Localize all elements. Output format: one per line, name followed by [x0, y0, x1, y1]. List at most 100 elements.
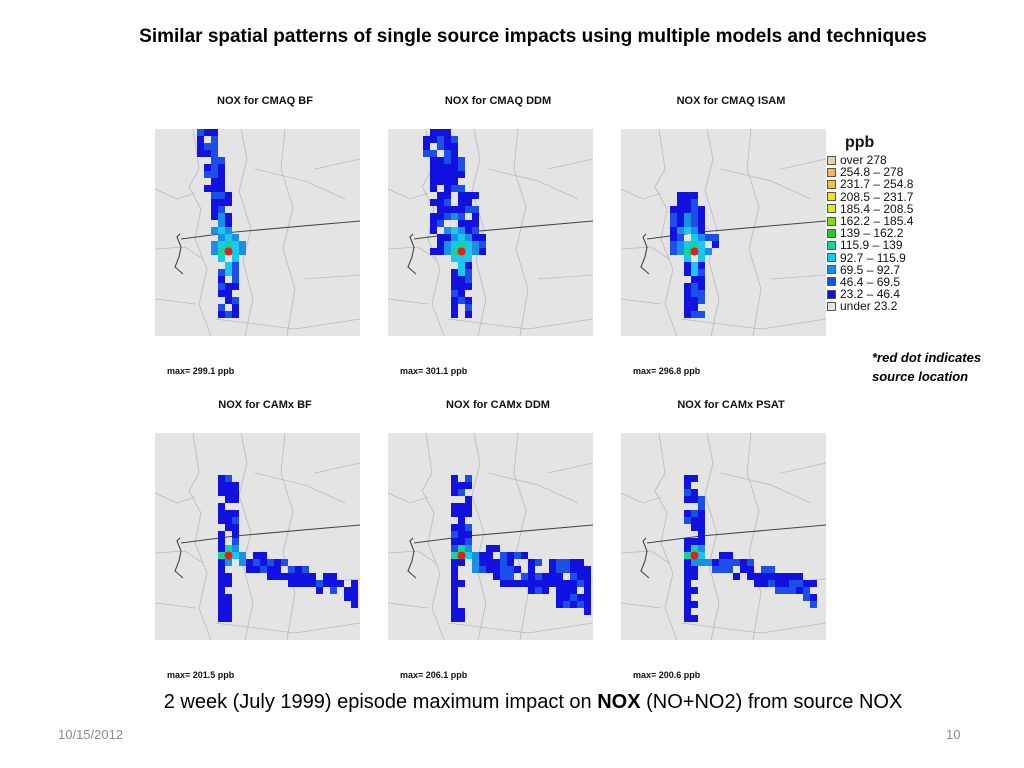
- plume-cell: [232, 510, 239, 517]
- plume-cell: [430, 220, 437, 227]
- source-dot: [690, 247, 699, 256]
- plume-cell: [437, 143, 444, 150]
- plume-cell: [691, 290, 698, 297]
- plume-cell: [451, 482, 458, 489]
- plume-cell: [451, 283, 458, 290]
- county-boundary: [746, 433, 762, 641]
- plume-cell: [437, 248, 444, 255]
- plume-cell: [768, 573, 775, 580]
- plume-cell: [684, 559, 691, 566]
- plume-cell: [225, 192, 232, 199]
- plume-cell: [232, 524, 239, 531]
- plume-cell: [458, 559, 465, 566]
- map-area: [621, 433, 827, 641]
- plume-cell: [698, 227, 705, 234]
- plume-cell: [218, 566, 225, 573]
- plume-cell: [726, 552, 733, 559]
- plume-cell: [218, 283, 225, 290]
- note-line-1: *red dot indicates: [872, 350, 982, 365]
- plume-cell: [204, 164, 211, 171]
- plume-cell: [430, 150, 437, 157]
- plume-cell: [698, 269, 705, 276]
- plume-cell: [712, 559, 719, 566]
- plume-cell: [253, 559, 260, 566]
- plume-cell: [218, 503, 225, 510]
- county-boundary: [680, 318, 827, 330]
- plume-cell: [451, 276, 458, 283]
- plume-cell: [584, 580, 591, 587]
- plume-cell: [239, 248, 246, 255]
- plume-cell: [698, 538, 705, 545]
- plume-cell: [747, 559, 754, 566]
- plume-cell: [232, 489, 239, 496]
- plume-cell: [684, 241, 691, 248]
- county-boundary: [770, 274, 827, 280]
- legend-swatch: [827, 265, 836, 275]
- plume-cell: [458, 510, 465, 517]
- plume-cell: [281, 559, 288, 566]
- plume-cell: [232, 482, 239, 489]
- legend-item: 139 – 162.2: [827, 226, 947, 240]
- panel-max-label: max= 201.5 ppb: [167, 670, 235, 680]
- plume-cell: [521, 580, 528, 587]
- plume-cell: [733, 573, 740, 580]
- plume-cell: [691, 311, 698, 318]
- county-boundary: [155, 298, 196, 305]
- plume-cell: [670, 241, 677, 248]
- plume-cell: [577, 601, 584, 608]
- county-boundary: [155, 492, 196, 504]
- county-boundary: [214, 318, 361, 330]
- legend-swatch: [827, 192, 836, 202]
- plume-cell: [225, 510, 232, 517]
- county-boundary: [214, 622, 361, 634]
- legend-swatch: [827, 204, 836, 214]
- county-boundary: [720, 472, 812, 504]
- plume-cell: [218, 475, 225, 482]
- plume-cell: [225, 517, 232, 524]
- plume-cell: [458, 213, 465, 220]
- plume-cell: [691, 220, 698, 227]
- plume-cell: [691, 283, 698, 290]
- page-number: 10: [946, 727, 961, 742]
- plume-cell: [726, 559, 733, 566]
- plume-cell: [563, 594, 570, 601]
- plume-cell: [430, 248, 437, 255]
- plume-cell: [451, 580, 458, 587]
- plume-cell: [563, 580, 570, 587]
- map-background: [621, 129, 826, 336]
- plume-cell: [458, 206, 465, 213]
- plume-cell: [698, 496, 705, 503]
- plume-cell: [458, 234, 465, 241]
- plume-cell: [430, 199, 437, 206]
- map-panel: NOX for CAMx PSAT max= 200.6 ppb: [621, 395, 841, 680]
- plume-cell: [225, 290, 232, 297]
- plume-cell: [698, 213, 705, 220]
- plume-cell: [211, 185, 218, 192]
- legend-item: 162.2 – 185.4: [827, 214, 947, 228]
- legend-label: 69.5 – 92.7: [840, 262, 901, 277]
- county-boundary: [547, 158, 594, 170]
- panel-title: NOX for CMAQ BF: [217, 95, 313, 107]
- plume-cell: [789, 580, 796, 587]
- plume-cell: [740, 566, 747, 573]
- slide-caption: 2 week (July 1999) episode maximum impac…: [0, 691, 1024, 714]
- plume-cell: [810, 601, 817, 608]
- plume-cell: [444, 171, 451, 178]
- plume-cell: [444, 136, 451, 143]
- county-boundary: [780, 462, 827, 474]
- plume-cell: [211, 143, 218, 150]
- plume-cell: [274, 573, 281, 580]
- plume-cell: [719, 552, 726, 559]
- plume-cell: [444, 199, 451, 206]
- plume-cell: [253, 566, 260, 573]
- county-boundary: [621, 550, 670, 564]
- plume-cell: [218, 608, 225, 615]
- plume-cell: [451, 573, 458, 580]
- plume-cell: [218, 164, 225, 171]
- plume-cell: [267, 566, 274, 573]
- plume-cell: [451, 311, 458, 318]
- map-panel: NOX for CAMx BF max= 201.5 ppb: [155, 395, 375, 680]
- plume-cell: [225, 227, 232, 234]
- plume-cell: [239, 241, 246, 248]
- plume-cell: [218, 178, 225, 185]
